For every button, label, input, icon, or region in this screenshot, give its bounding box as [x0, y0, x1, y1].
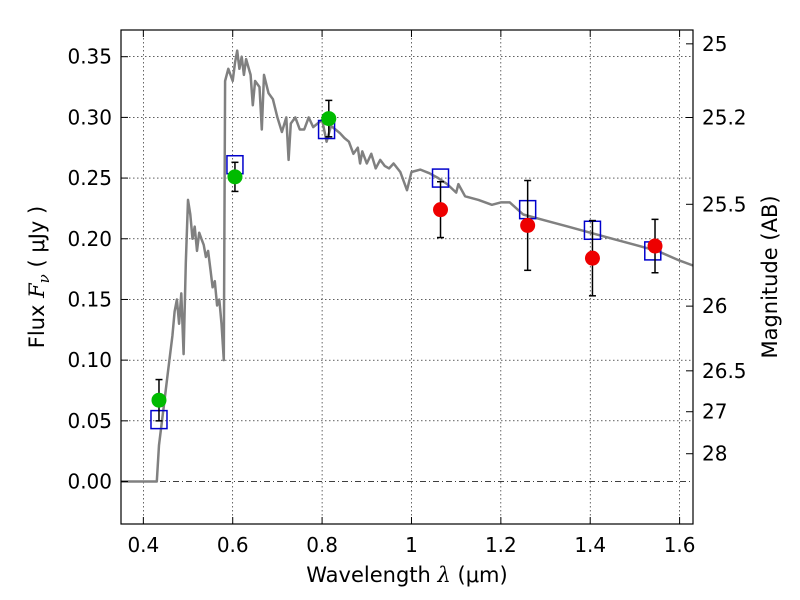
y-tick-label-2: 0.10: [67, 348, 112, 372]
x-axis-label-unit: (μm): [451, 563, 508, 587]
red-point-1: [520, 217, 536, 233]
model-box-series: [150, 119, 662, 430]
y-axis-ticks: 0.00 0.05 0.10 0.15 0.20 0.25 0.30 0.35: [67, 45, 128, 494]
x-axis-label-symbol: λ: [437, 563, 451, 587]
green-point-1: [227, 169, 243, 185]
x-tick-label-0: 0.4: [127, 533, 159, 557]
x-tick-label-6: 1.6: [664, 533, 696, 557]
green-point-2: [321, 111, 337, 127]
x-tick-label-3: 1: [405, 533, 418, 557]
y-tick-label-3: 0.15: [67, 287, 112, 311]
y-axis-label-sub: ν: [35, 274, 53, 283]
errorbar-series: [155, 99, 659, 422]
model-sed-series: [121, 49, 694, 483]
green-point-0: [151, 392, 167, 408]
right-tick-label-0: 25: [702, 32, 727, 56]
right-tick-label-1: 25.2: [702, 106, 747, 130]
x-tick-label-4: 1.2: [485, 533, 517, 557]
x-axis-ticks: 0.4 0.6 0.8 1 1.2 1.4 1.6: [127, 30, 696, 557]
y-axis-label: Flux Fν ( μJy ): [25, 206, 53, 348]
red-point-3: [647, 238, 663, 254]
plot-frame: [120, 29, 694, 525]
y-tick-label-5: 0.25: [67, 166, 112, 190]
photometry-series: [151, 111, 663, 408]
x-axis-label: Wavelength λ (μm): [306, 563, 507, 587]
x-tick-label-2: 0.8: [306, 533, 338, 557]
y-tick-label-7: 0.35: [67, 45, 112, 69]
x-tick-label-5: 1.4: [574, 533, 606, 557]
model-sed-line: [121, 49, 694, 483]
right-tick-label-5: 27: [702, 400, 727, 424]
y-axis-label-prefix: Flux: [25, 298, 49, 348]
right-tick-label-2: 25.5: [702, 192, 747, 216]
y-axis-label-symbol: F: [25, 282, 49, 299]
y-axis-label-unit: ( μJy ): [25, 206, 49, 274]
right-tick-label-4: 26.5: [702, 359, 747, 383]
red-point-2: [584, 250, 600, 266]
x-axis-label-prefix: Wavelength: [306, 563, 437, 587]
right-axis-label: Magnitude (AB): [758, 195, 782, 358]
right-tick-label-3: 26: [702, 294, 727, 318]
y-tick-label-6: 0.30: [67, 105, 112, 129]
y-tick-label-0: 0.00: [67, 470, 112, 494]
y-tick-label-1: 0.05: [67, 409, 112, 433]
red-point-0: [433, 202, 449, 218]
grid: [121, 30, 693, 524]
y-tick-label-4: 0.20: [67, 227, 112, 251]
right-tick-label-6: 28: [702, 442, 727, 466]
x-tick-label-1: 0.6: [217, 533, 249, 557]
right-axis-ticks: 25 25.2 25.5 26 26.5 27 28: [686, 32, 747, 466]
